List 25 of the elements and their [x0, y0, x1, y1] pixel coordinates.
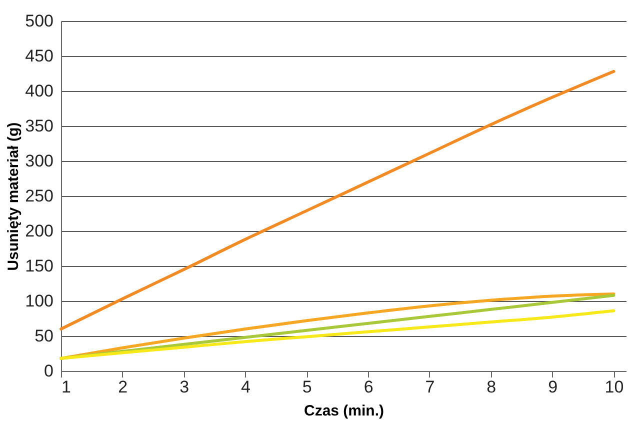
- y-tick-label: 300: [25, 152, 54, 170]
- x-tick-label: 9: [548, 378, 558, 396]
- x-tick-label: 8: [486, 378, 496, 396]
- x-tick-label: 3: [180, 378, 190, 396]
- y-tick-label: 400: [25, 82, 54, 100]
- x-tick-label: 1: [62, 378, 71, 396]
- x-tick-label: 6: [364, 378, 374, 396]
- y-tick-label: 150: [25, 256, 54, 276]
- y-tick-label: 450: [25, 46, 54, 66]
- x-tick-label: 5: [302, 378, 312, 396]
- x-tick-label: 4: [241, 378, 250, 396]
- y-tick-label: 50: [34, 326, 54, 346]
- y-tick-label: 200: [25, 222, 54, 240]
- y-tick-label: 250: [25, 186, 54, 206]
- y-tick-label: 0: [44, 362, 54, 380]
- x-tick-label: 2: [118, 378, 128, 396]
- x-tick-label: 10: [604, 378, 624, 396]
- y-tick-label: 350: [25, 116, 54, 136]
- x-axis-title: Czas (min.): [304, 402, 384, 420]
- y-axis-title: Usunięty materiał (g): [5, 122, 22, 271]
- line-series: [60, 70, 616, 330]
- x-tick-label: 7: [425, 378, 435, 396]
- line-series: [60, 309, 616, 360]
- y-tick-label: 500: [25, 12, 54, 30]
- y-tick-label: 100: [25, 292, 54, 310]
